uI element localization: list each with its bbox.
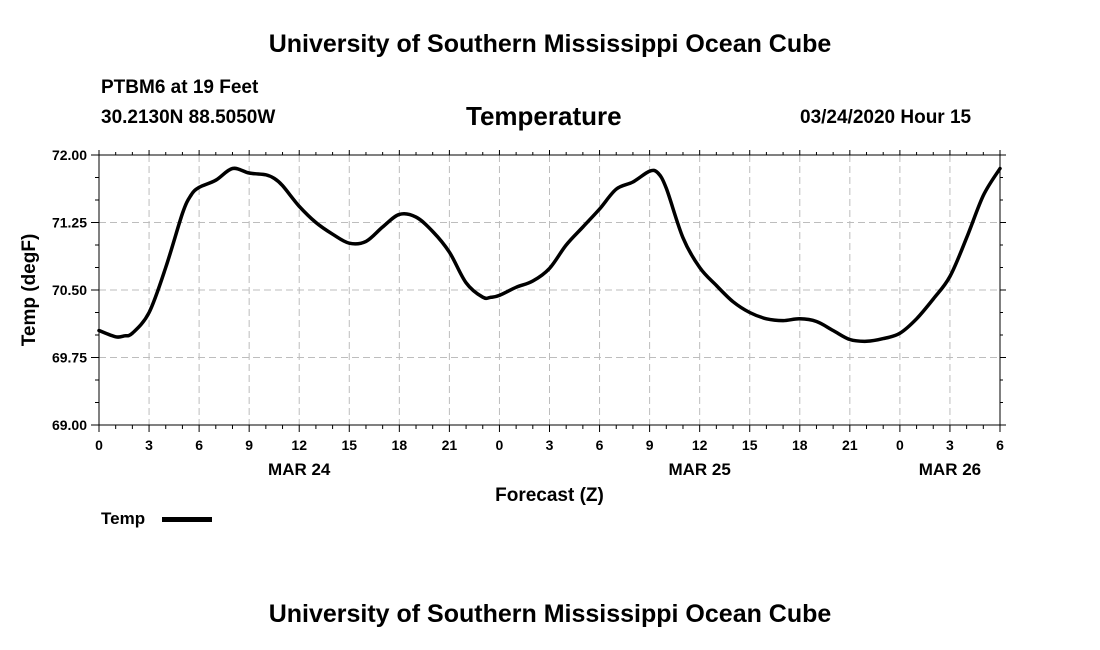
x-tick-label: 6 (996, 437, 1004, 453)
x-tick-label: 21 (442, 437, 458, 453)
y-tick-label: 71.25 (52, 215, 87, 231)
x-tick-label: 6 (195, 437, 203, 453)
date-label: MAR 26 (919, 460, 981, 479)
x-tick-label: 3 (145, 437, 153, 453)
legend-line-swatch (162, 517, 212, 522)
location-label: 30.2130N 88.5050W (101, 107, 276, 128)
y-axis-label: Temp (degF) (19, 234, 40, 347)
date-label: MAR 24 (268, 460, 331, 479)
x-tick-label: 3 (546, 437, 554, 453)
y-tick-label: 69.75 (52, 350, 87, 366)
x-tick-label: 0 (496, 437, 504, 453)
x-tick-label: 12 (692, 437, 708, 453)
x-tick-label: 12 (291, 437, 307, 453)
chart-title: Temperature (466, 101, 622, 131)
top-title: University of Southern Mississippi Ocean… (268, 30, 832, 58)
y-tick-label: 70.50 (52, 282, 87, 298)
x-tick-label: 18 (792, 437, 808, 453)
x-tick-label: 15 (341, 437, 357, 453)
series-line-temp (97, 166, 1002, 344)
x-axis-label: Forecast (Z) (495, 485, 604, 506)
x-tick-label: 3 (946, 437, 954, 453)
x-tick-label: 0 (896, 437, 904, 453)
x-tick-label: 9 (245, 437, 253, 453)
x-tick-label: 21 (842, 437, 858, 453)
date-label: MAR 25 (668, 460, 730, 479)
x-tick-label: 18 (392, 437, 408, 453)
timestamp-label: 03/24/2020 Hour 15 (800, 107, 972, 128)
station-label: PTBM6 at 19 Feet (101, 77, 259, 98)
plot-frame (98, 154, 1001, 426)
x-tick-label: 9 (646, 437, 654, 453)
x-tick-label: 0 (95, 437, 103, 453)
x-tick-label: 6 (596, 437, 604, 453)
x-tick-label: 15 (742, 437, 758, 453)
y-tick-label: 72.00 (52, 147, 87, 163)
legend-label: Temp (101, 509, 146, 528)
bottom-title: University of Southern Mississippi Ocean… (268, 600, 832, 628)
y-tick-label: 69.00 (52, 417, 87, 433)
